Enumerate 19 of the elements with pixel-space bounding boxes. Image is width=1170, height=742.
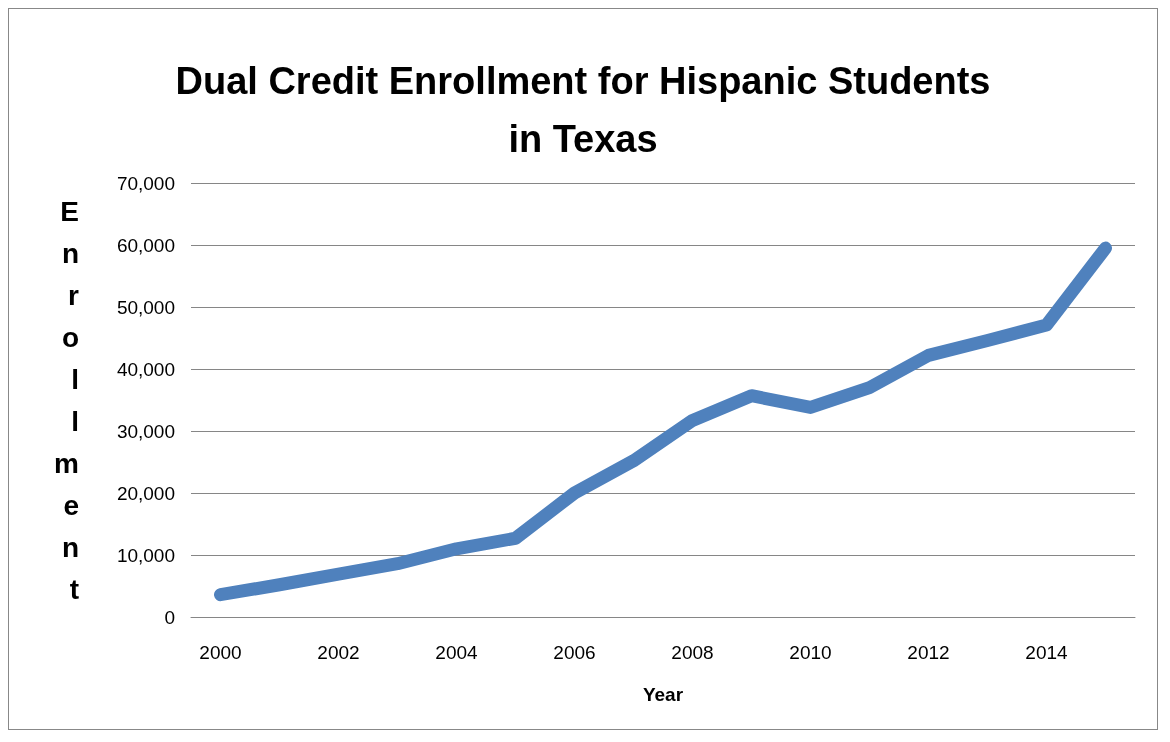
x-tick-label: 2012 (907, 642, 950, 663)
y-tick-label: 60,000 (116, 234, 175, 256)
y-tick-label: 0 (164, 606, 175, 628)
x-tick-label: 2006 (553, 642, 596, 663)
x-tick-label: 2000 (199, 642, 242, 663)
y-tick-label: 10,000 (116, 544, 175, 566)
x-tick-label: 2004 (435, 642, 479, 663)
text: Enrollment (54, 195, 79, 605)
y-tick-label: 40,000 (116, 358, 175, 380)
y-tick-label: 30,000 (116, 420, 175, 442)
x-axis-title: Year (642, 684, 684, 705)
x-tick-label: 2008 (671, 642, 714, 663)
y-tick-label: 20,000 (116, 482, 175, 504)
y-tick-label: 70,000 (116, 172, 175, 194)
chart-title: Dual Credit Enrollment for Hispanic Students in Texas (175, 60, 991, 160)
x-tick-label: 2002 (317, 642, 360, 663)
x-tick-label: 2014 (1025, 642, 1069, 663)
x-tick-label: 2010 (789, 642, 832, 663)
y-tick-label: 50,000 (116, 296, 175, 318)
